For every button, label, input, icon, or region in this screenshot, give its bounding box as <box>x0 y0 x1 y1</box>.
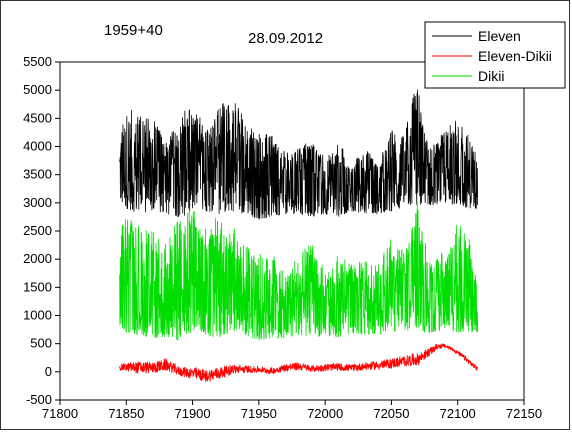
series-line-eleven-dikii <box>119 342 478 382</box>
ticks-layer: 71800 71850 71900 71950 72000 72050 72100 72150… <box>23 54 542 421</box>
x-tick-label: 71800 <box>42 406 78 421</box>
annotation-date-center: 28.09.2012 <box>248 30 323 47</box>
y-tick-label: 1500 <box>23 279 52 294</box>
y-tick-label: 3500 <box>23 167 52 182</box>
y-tick-label: 4000 <box>23 139 52 154</box>
x-tick-label: 71950 <box>241 406 277 421</box>
y-tick-label: 500 <box>30 336 52 351</box>
annotation-date-left: 1959+40 <box>104 22 163 39</box>
legend-label: Eleven-Dikii <box>478 48 552 64</box>
y-tick-label: 4500 <box>23 110 52 125</box>
x-tick-label: 71850 <box>108 406 144 421</box>
x-tick-label: 71900 <box>174 406 210 421</box>
series-layer <box>119 89 478 382</box>
legend: Eleven Eleven-Dikii Dikii <box>424 21 566 89</box>
legend-label: Eleven <box>478 28 521 44</box>
y-tick-label: 1000 <box>23 308 52 323</box>
x-tick-label: 72050 <box>373 406 409 421</box>
legend-box <box>424 21 566 89</box>
x-tick-label: 72000 <box>307 406 343 421</box>
y-tick-label: 0 <box>45 364 52 379</box>
x-tick-label: 72100 <box>440 406 476 421</box>
y-tick-label: 5500 <box>23 54 52 69</box>
series-line-dikii <box>119 201 478 341</box>
x-tick-label: 72150 <box>506 406 542 421</box>
y-tick-label: 3000 <box>23 195 52 210</box>
y-tick-label: 2000 <box>23 251 52 266</box>
y-tick-label: 5000 <box>23 82 52 97</box>
series-line-eleven <box>119 89 478 220</box>
y-tick-label: -500 <box>26 392 52 407</box>
axes-layer <box>59 61 525 401</box>
y-tick-label: 2500 <box>23 223 52 238</box>
plot-area-border <box>59 61 525 401</box>
legend-label: Dikii <box>478 68 504 84</box>
